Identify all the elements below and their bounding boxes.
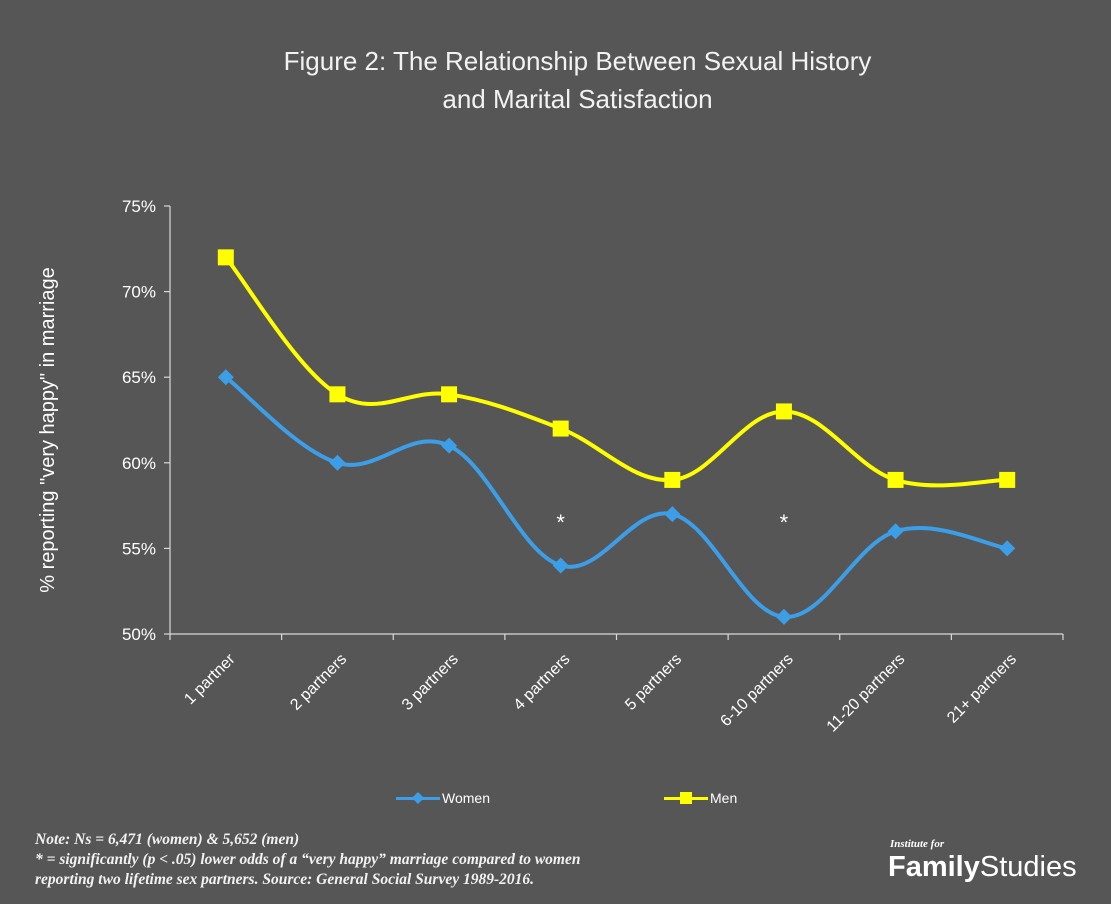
note-line-1: Note: Ns = 6,471 (women) & 5,652 (men) bbox=[35, 831, 300, 848]
data-point-women bbox=[329, 454, 346, 471]
x-tick-label: 11-20 partners bbox=[824, 651, 909, 736]
series-line-women bbox=[223, 375, 1010, 619]
y-tick-label: 70% bbox=[122, 283, 156, 302]
series-line-men bbox=[223, 255, 1010, 488]
institute-logo: Institute for FamilyStudies bbox=[888, 838, 1077, 884]
x-tick-label: 6-10 partners bbox=[717, 651, 796, 730]
chart-notes: Note: Ns = 6,471 (women) & 5,652 (men) *… bbox=[35, 830, 835, 890]
data-point-women bbox=[887, 523, 904, 540]
y-axis-title: % reporting "very happy" in marriage bbox=[37, 267, 59, 592]
data-point-men bbox=[999, 471, 1016, 488]
data-point-women bbox=[217, 369, 234, 386]
significance-asterisk: * bbox=[556, 510, 565, 535]
x-tick-label: 21+ partners bbox=[944, 651, 1020, 727]
data-point-women bbox=[664, 506, 681, 523]
data-point-women bbox=[999, 540, 1016, 557]
y-tick-label: 65% bbox=[122, 368, 156, 387]
logo-family-text: Family bbox=[888, 851, 980, 883]
data-point-men bbox=[217, 249, 234, 266]
data-point-women bbox=[775, 608, 792, 625]
data-point-men bbox=[775, 403, 792, 420]
chart-title: Figure 2: The Relationship Between Sexua… bbox=[0, 42, 1111, 118]
x-tick-label: 2 partners bbox=[287, 651, 350, 714]
data-point-men bbox=[329, 386, 346, 403]
data-point-men bbox=[441, 386, 458, 403]
logo-small-text: Institute for bbox=[890, 838, 945, 850]
y-tick-label: 55% bbox=[122, 539, 156, 558]
chart-subtitle: and Marital Satisfaction bbox=[442, 84, 713, 114]
data-point-men bbox=[887, 471, 904, 488]
x-tick-label: 5 partners bbox=[622, 651, 685, 714]
y-tick-label: 75% bbox=[122, 197, 156, 216]
significance-asterisk: * bbox=[780, 510, 789, 535]
data-point-men bbox=[552, 420, 569, 437]
logo-studies-text: Studies bbox=[979, 851, 1077, 883]
y-tick-label: 50% bbox=[122, 625, 156, 644]
note-line-3: reporting two lifetime sex partners. Sou… bbox=[35, 871, 535, 888]
x-tick-label: 3 partners bbox=[399, 651, 462, 714]
chart-title-line1: Figure 2: The Relationship Between Sexua… bbox=[283, 46, 872, 76]
x-tick-label: 1 partner bbox=[181, 650, 239, 708]
data-point-men bbox=[664, 471, 681, 488]
note-line-2: * = significantly (p < .05) lower odds o… bbox=[35, 851, 581, 868]
y-tick-label: 60% bbox=[122, 454, 156, 473]
x-tick-label: 4 partners bbox=[511, 651, 574, 714]
data-point-women bbox=[441, 437, 458, 454]
data-point-women bbox=[552, 557, 569, 574]
